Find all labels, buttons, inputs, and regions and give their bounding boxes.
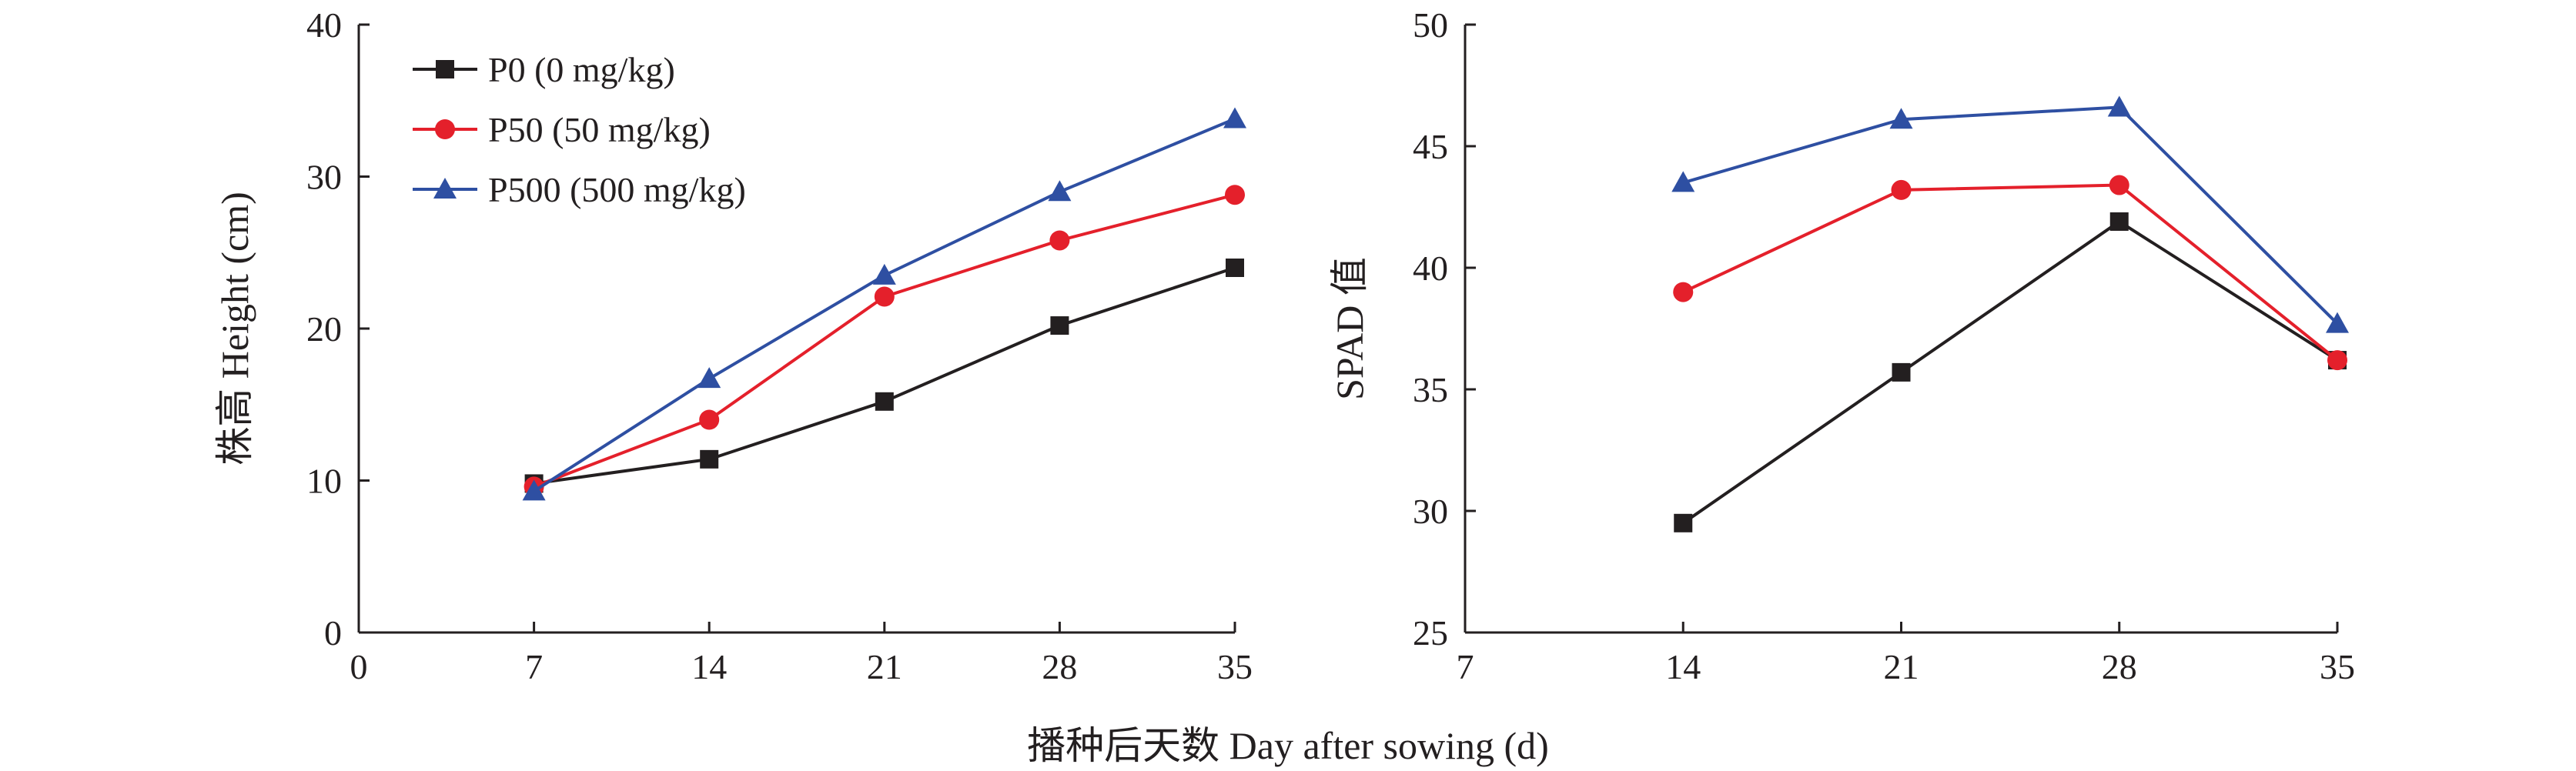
legend-label-p500: P500 (500 mg/kg) <box>488 170 746 209</box>
data-point-p500 <box>1671 171 1695 192</box>
data-point-p0 <box>875 392 894 411</box>
data-point-p0 <box>1674 513 1693 532</box>
data-point-p0 <box>1050 316 1069 335</box>
data-point-p0 <box>1892 362 1911 382</box>
data-point-p500 <box>522 479 546 501</box>
data-point-p0 <box>1226 259 1244 277</box>
data-point-p50 <box>1891 179 1912 200</box>
data-point-p50 <box>1225 185 1245 205</box>
data-point-p500 <box>1223 107 1246 128</box>
data-point-p500 <box>2326 312 2349 333</box>
y-tick-label: 20 <box>306 309 342 349</box>
x-tick-label: 7 <box>1457 647 1474 686</box>
x-tick-label: 14 <box>691 647 727 686</box>
data-point-p50 <box>2109 175 2129 195</box>
y-tick-label: 40 <box>1413 249 1448 288</box>
x-tick-label: 28 <box>2102 647 2137 686</box>
data-point-p50 <box>874 286 895 307</box>
data-point-p500 <box>698 367 721 389</box>
series-line-p0 <box>1682 219 2339 525</box>
y-tick-label: 0 <box>324 613 342 653</box>
legend-label-p0: P0 (0 mg/kg) <box>488 50 675 89</box>
data-point-p500 <box>872 263 896 285</box>
data-point-p50 <box>1673 282 1694 302</box>
data-point-p50 <box>1049 230 1070 251</box>
legend-marker-p500 <box>433 178 457 199</box>
x-tick-label: 28 <box>1042 647 1077 686</box>
data-point-p0 <box>2109 212 2129 231</box>
y-tick-label: 45 <box>1413 127 1448 166</box>
spad-chart: 25 30 35 40 45 50 7 14 21 28 35 SPAD 值 <box>1328 5 2355 686</box>
data-point-p500 <box>1048 180 1072 202</box>
x-tick-label: 21 <box>867 647 902 686</box>
y-axis-title: SPAD 值 <box>1328 257 1371 400</box>
data-point-p50 <box>699 409 720 430</box>
y-tick-label: 50 <box>1413 5 1448 45</box>
x-tick-label: 35 <box>1217 647 1253 686</box>
y-axis-title: 株高 Height (cm) <box>213 192 256 465</box>
x-tick-label: 35 <box>2320 647 2355 686</box>
series-line-p50 <box>533 193 1236 489</box>
series-line-p50 <box>1682 183 2339 362</box>
data-point-p0 <box>700 449 719 469</box>
shared-x-axis-title: 播种后天数 Day after sowing (d) <box>1027 724 1549 767</box>
x-tick-label: 14 <box>1665 647 1701 686</box>
legend-marker-p0 <box>436 60 454 78</box>
y-tick-label: 40 <box>306 5 342 45</box>
y-tick-label: 10 <box>306 462 342 501</box>
legend-label-p50: P50 (50 mg/kg) <box>488 110 711 149</box>
legend-marker-p50 <box>435 119 455 139</box>
data-point-p500 <box>2107 95 2131 117</box>
x-tick-label: 0 <box>350 647 368 686</box>
data-point-p500 <box>1889 108 1913 129</box>
data-point-p50 <box>2327 350 2347 371</box>
y-tick-label: 35 <box>1413 370 1448 409</box>
height-chart: 0 10 20 30 40 0 7 14 21 28 35 株高 Height (cm) P0 (0 m… <box>213 5 1253 686</box>
x-tick-label: 21 <box>1884 647 1919 686</box>
x-tick-label: 7 <box>525 647 543 686</box>
y-tick-label: 30 <box>306 158 342 197</box>
series-line-p500 <box>1682 105 2339 325</box>
y-tick-label: 25 <box>1413 613 1448 653</box>
y-tick-label: 30 <box>1413 492 1448 531</box>
